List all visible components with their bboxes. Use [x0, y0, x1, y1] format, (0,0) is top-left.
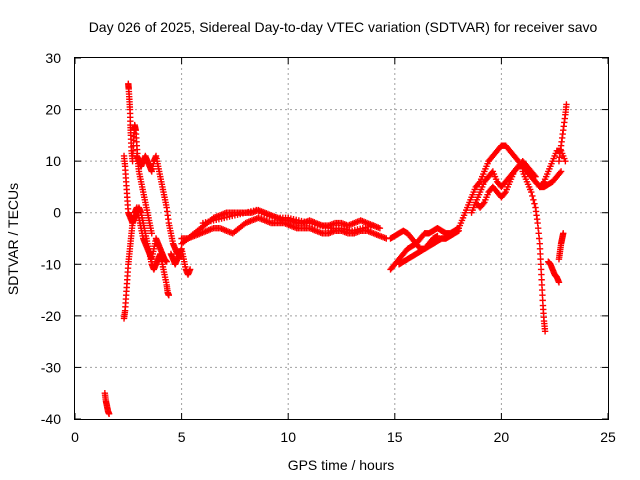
axis-ticks: 0 5 10 15 20 25 -40 -30 -20 -10 0 10 20 30 — [41, 50, 616, 445]
data-point — [531, 200, 538, 207]
data-point — [541, 328, 549, 335]
data-point — [560, 230, 567, 237]
data-point — [531, 172, 538, 179]
y-tick-label: -20 — [41, 308, 61, 324]
y-tick-label: -30 — [41, 359, 61, 375]
data-point — [530, 196, 537, 204]
x-tick-label: 20 — [494, 429, 510, 445]
series-dip-a — [167, 245, 194, 278]
data-point — [529, 192, 536, 200]
data-point — [555, 279, 563, 286]
x-tick-label: 15 — [387, 429, 403, 445]
series-late-c — [395, 232, 441, 268]
plot-frame — [74, 57, 609, 420]
x-tick-label: 0 — [71, 429, 79, 445]
data-point — [480, 200, 487, 207]
y-tick-label: -40 — [41, 411, 61, 427]
chart-title: Day 026 of 2025, Sidereal Day-to-day VTE… — [89, 19, 598, 35]
data-point — [148, 230, 155, 237]
data-point — [165, 292, 173, 299]
y-tick-label: -10 — [41, 256, 61, 272]
data-point — [563, 101, 570, 108]
y-tick-label: 10 — [45, 153, 61, 169]
series-plunge — [519, 168, 549, 335]
y-tick-label: 20 — [45, 102, 61, 118]
series-mid-band — [199, 206, 377, 234]
series-early-drop — [101, 390, 113, 418]
x-axis-label: GPS time / hours — [288, 457, 395, 473]
data-point — [105, 410, 113, 418]
data-point — [501, 190, 508, 197]
data-point — [376, 224, 384, 232]
series-late-b — [387, 227, 462, 253]
data-point — [532, 173, 539, 180]
grid — [75, 58, 608, 419]
data-point — [434, 232, 441, 240]
series-mid-lower — [178, 214, 390, 242]
x-tick-label: 5 — [178, 429, 186, 445]
y-tick-label: 30 — [45, 50, 61, 66]
data-point — [556, 169, 564, 176]
series-rise-late-c — [472, 157, 539, 211]
data-point — [186, 266, 194, 273]
data-marks — [101, 80, 570, 418]
data-point — [475, 179, 483, 187]
x-tick-label: 10 — [280, 429, 296, 445]
data-point — [557, 168, 565, 175]
data-point — [528, 188, 535, 196]
y-axis-label: SDTVAR / TECUs — [5, 183, 21, 295]
series-tail-low — [545, 258, 563, 286]
series-rise-late-a — [455, 142, 569, 232]
series-fall-a — [120, 152, 173, 299]
data-point — [370, 222, 377, 229]
y-tick-label: 0 — [53, 205, 61, 221]
series-tail-high — [555, 101, 570, 165]
series-tail-mid — [555, 230, 567, 263]
data-point — [562, 157, 569, 165]
x-tick-label: 25 — [600, 429, 616, 445]
